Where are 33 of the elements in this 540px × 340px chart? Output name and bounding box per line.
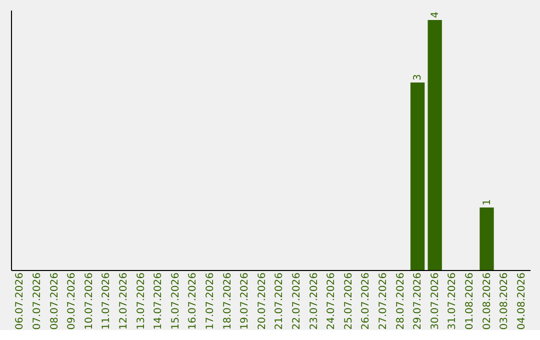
x-tick-label: 22.07.2026 bbox=[291, 272, 302, 330]
x-tick-label: 23.07.2026 bbox=[308, 272, 320, 330]
x-tick-label: 24.07.2026 bbox=[326, 272, 338, 330]
x-tick-label: 02.08.2026 bbox=[482, 272, 493, 330]
x-tick-label: 26.07.2026 bbox=[360, 272, 372, 330]
x-tick-label: 08.07.2026 bbox=[49, 272, 60, 330]
x-tick-label: 17.07.2026 bbox=[204, 272, 216, 330]
x-tick-label: 10.07.2026 bbox=[84, 272, 95, 330]
data-label: 3 bbox=[412, 74, 424, 80]
data-label: 1 bbox=[482, 199, 493, 206]
x-tick-label: 06.07.2026 bbox=[14, 272, 26, 330]
x-tick-label: 07.07.2026 bbox=[32, 272, 43, 330]
x-tick-label: 01.08.2026 bbox=[464, 272, 476, 330]
data-label: 4 bbox=[430, 12, 441, 18]
x-tick-label: 27.07.2026 bbox=[378, 272, 389, 330]
x-tick-label: 14.07.2026 bbox=[153, 272, 164, 330]
x-tick-label: 20.07.2026 bbox=[256, 272, 268, 330]
x-tick-label: 21.07.2026 bbox=[274, 272, 286, 330]
x-tick-label: 29.07.2026 bbox=[412, 272, 424, 330]
x-tick-label: 18.07.2026 bbox=[222, 272, 234, 330]
x-tick-label: 04.08.2026 bbox=[516, 272, 528, 330]
x-tick-label: 15.07.2026 bbox=[170, 272, 182, 330]
x-tick-label: 09.07.2026 bbox=[66, 272, 78, 330]
x-tick-label: 30.07.2026 bbox=[430, 272, 441, 330]
x-tick-label: 13.07.2026 bbox=[136, 272, 147, 330]
x-tick-label: 25.07.2026 bbox=[343, 272, 354, 330]
x-tick-label: 16.07.2026 bbox=[188, 272, 199, 330]
x-tick-label: 28.07.2026 bbox=[395, 272, 406, 330]
x-tick-label: 11.07.2026 bbox=[101, 272, 112, 330]
x-tick-label: 03.08.2026 bbox=[499, 272, 510, 330]
x-tick-label: 19.07.2026 bbox=[240, 272, 251, 330]
x-tick-label: 31.07.2026 bbox=[447, 272, 458, 330]
x-tick-label: 12.07.2026 bbox=[118, 272, 130, 330]
